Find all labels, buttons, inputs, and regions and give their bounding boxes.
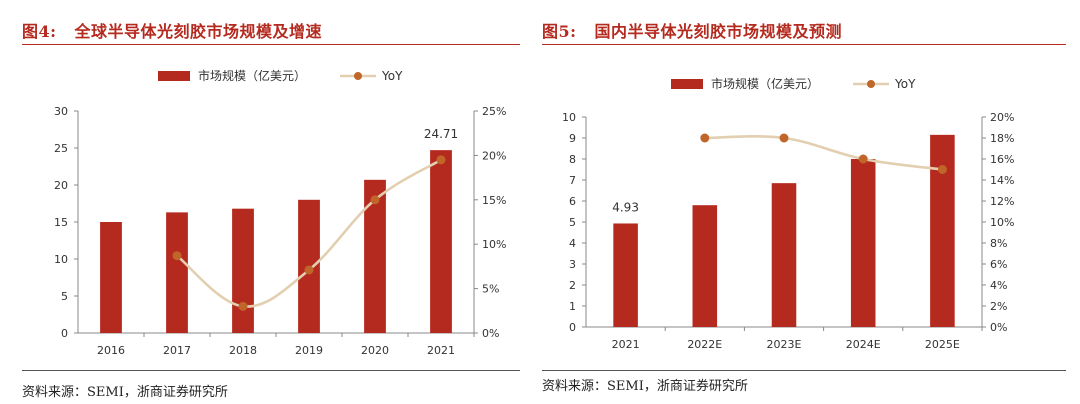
right-chart-data-label: 4.93 (612, 200, 639, 214)
right-chart-y2-tick-label: 0% (990, 321, 1007, 334)
right-chart-legend-bar-label: 市场规模（亿美元） (711, 76, 819, 91)
right-chart-legend-line-label: YoY (894, 77, 916, 91)
left-figure-title-text: 全球半导体光刻胶市场规模及增速 (74, 22, 323, 41)
left-chart-y2-tick-label: 20% (482, 149, 506, 162)
right-chart-y-tick-label: 6 (569, 195, 576, 208)
right-chart-y-tick-label: 10 (562, 111, 576, 124)
left-chart-x-tick-label: 2020 (361, 344, 389, 357)
right-chart-y2-tick-label: 2% (990, 300, 1007, 313)
right-chart-yoy-marker (779, 133, 789, 143)
right-chart-bar (613, 223, 638, 327)
left-chart-legend-line-label: YoY (381, 69, 403, 83)
left-chart-y-tick-label: 15 (54, 216, 68, 229)
right-figure-panel: 图5: 国内半导体光刻胶市场规模及预测 0 1 2 3 4 5 6 7 8 9 10 0% 2% 4% 6% 8… (540, 0, 1080, 404)
right-chart-x-tick-label: 2024E (846, 338, 881, 351)
right-chart-y-tick-label: 4 (569, 237, 576, 250)
right-chart-y2-tick-label: 20% (990, 111, 1014, 124)
left-chart-bar (430, 150, 452, 333)
left-title-rule (22, 44, 520, 45)
right-chart-y2-tick-label: 10% (990, 216, 1014, 229)
left-chart-y2-tick-label: 25% (482, 105, 506, 118)
right-chart-bar (771, 183, 797, 327)
left-bottom-rule (22, 370, 520, 371)
right-chart-y2-tick-label: 18% (990, 132, 1014, 145)
right-bottom-rule (542, 370, 1066, 371)
left-chart-bar (232, 208, 254, 333)
right-chart-yoy-marker (858, 154, 868, 164)
right-chart-y2-tick-label: 12% (990, 195, 1014, 208)
right-chart-bar (692, 205, 718, 327)
left-chart-y2-tick-label: 0% (482, 327, 499, 340)
right-chart-y2-tick-label: 14% (990, 174, 1014, 187)
right-figure-title: 图5: 国内半导体光刻胶市场规模及预测 (542, 18, 842, 42)
left-chart-legend-line-marker (354, 72, 362, 80)
right-chart-bar (930, 134, 955, 327)
right-chart-legend-line-marker (867, 80, 875, 88)
left-chart-legend-bar-label: 市场规模（亿美元） (198, 68, 306, 83)
right-chart-y2-tick-label: 8% (990, 237, 1007, 250)
right-chart-bar (850, 159, 876, 327)
left-chart-bar (100, 222, 122, 333)
right-chart-y-tick-label: 9 (569, 132, 576, 145)
right-chart: 0 1 2 3 4 5 6 7 8 9 10 0% 2% 4% 6% 8% 10% 12% 14% 16% 18% 20%… (562, 76, 1014, 351)
right-figure-label: 图5: (542, 22, 577, 41)
left-chart-y2-tick-label: 10% (482, 238, 506, 251)
left-chart: 0 5 10 15 20 25 30 0% 5% 10% 15% 20% 25% 2016 2017 2018… (54, 68, 506, 357)
right-chart-legend-bar-swatch (671, 79, 703, 89)
left-chart-yoy-marker (304, 265, 314, 275)
left-chart-y-tick-label: 30 (54, 105, 68, 118)
right-chart-y-tick-label: 8 (569, 153, 576, 166)
right-source-note: 资料来源：SEMI，浙商证券研究所 (542, 379, 748, 394)
right-chart-x-tick-label: 2021 (612, 338, 640, 351)
left-chart-legend-bar-swatch (158, 71, 190, 81)
left-chart-yoy-marker (172, 251, 182, 261)
left-chart-yoy-marker (238, 301, 248, 311)
left-chart-bar (364, 179, 386, 333)
right-figure-title-text: 国内半导体光刻胶市场规模及预测 (594, 22, 843, 41)
left-chart-y2-tick-label: 15% (482, 194, 506, 207)
right-chart-y-tick-label: 1 (569, 300, 576, 313)
left-figure-label: 图4: (22, 22, 57, 41)
left-chart-yoy-marker (370, 195, 380, 205)
left-chart-x-tick-label: 2018 (229, 344, 257, 357)
left-chart-y2-tick-label: 5% (482, 283, 499, 296)
left-chart-y-tick-label: 0 (61, 327, 68, 340)
right-chart-x-tick-label: 2023E (767, 338, 802, 351)
right-chart-x-tick-label: 2022E (687, 338, 722, 351)
left-chart-yoy-marker (436, 155, 446, 165)
left-chart-x-tick-label: 2016 (97, 344, 125, 357)
right-chart-y2-tick-label: 6% (990, 258, 1007, 271)
left-chart-x-tick-label: 2021 (427, 344, 455, 357)
right-chart-x-tick-label: 2025E (925, 338, 960, 351)
left-chart-y-tick-label: 20 (54, 179, 68, 192)
right-chart-y-tick-label: 3 (569, 258, 576, 271)
right-chart-y-tick-label: 7 (569, 174, 576, 187)
right-title-rule (542, 44, 1066, 45)
right-chart-y-tick-label: 5 (569, 216, 576, 229)
left-chart-x-tick-label: 2019 (295, 344, 323, 357)
left-chart-data-label: 24.71 (424, 127, 458, 141)
left-figure-title: 图4: 全球半导体光刻胶市场规模及增速 (22, 18, 322, 42)
right-chart-yoy-line (704, 135, 943, 171)
left-chart-y-tick-label: 5 (61, 290, 68, 303)
right-chart-yoy-marker (937, 165, 947, 174)
right-chart-y2-tick-label: 16% (990, 153, 1014, 166)
right-chart-y-tick-label: 2 (569, 279, 576, 292)
left-source-note: 资料来源：SEMI，浙商证券研究所 (22, 385, 228, 400)
left-chart-bar (166, 212, 188, 333)
left-chart-y-tick-label: 10 (54, 253, 68, 266)
left-chart-y-tick-label: 25 (54, 142, 68, 155)
right-chart-y-tick-label: 0 (569, 321, 576, 334)
left-figure-panel: 图4: 全球半导体光刻胶市场规模及增速 0 5 10 15 20 25 30 0% 5% 10% 15… (0, 0, 528, 404)
right-chart-y2-tick-label: 4% (990, 279, 1007, 292)
left-chart-x-tick-label: 2017 (163, 344, 191, 357)
right-chart-yoy-marker (700, 133, 710, 143)
